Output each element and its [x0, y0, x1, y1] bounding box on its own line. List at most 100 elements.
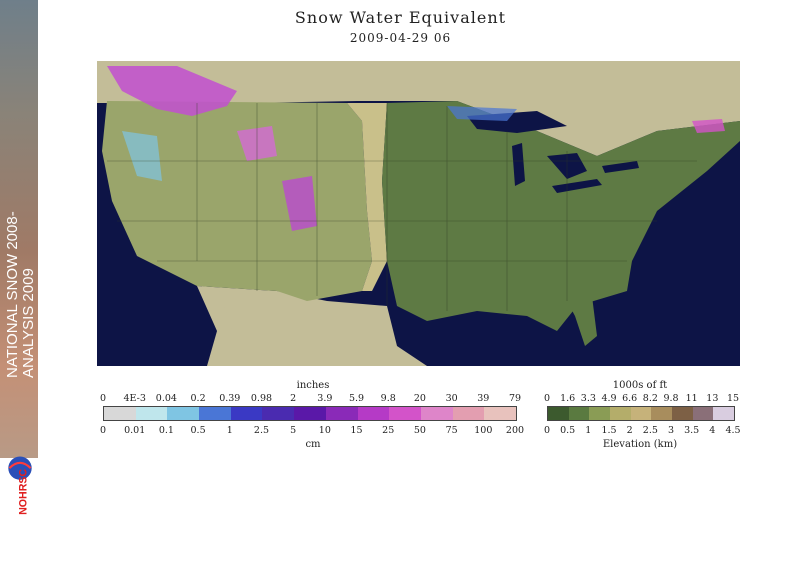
- timestamp: 2009-04-29 06: [349, 31, 452, 45]
- inch-tick: 39: [477, 393, 490, 404]
- elev-swatch: [589, 407, 611, 420]
- elev-swatch: [568, 407, 590, 420]
- swe-swatch: [389, 407, 421, 420]
- ft-tick: 13: [706, 393, 719, 404]
- swe-swatch: [294, 407, 326, 420]
- km-tick: 2: [626, 425, 633, 436]
- cm-tick: 25: [382, 425, 395, 436]
- cm-tick: 75: [445, 425, 458, 436]
- elev-swatch: [692, 407, 714, 420]
- florida-area: [567, 296, 597, 346]
- elev-legend-top-label: 1000s of ft: [612, 380, 668, 391]
- elev-legend-bottom-label: Elevation (km): [602, 439, 678, 450]
- elev-swatch: [672, 407, 693, 420]
- km-tick: 1: [585, 425, 592, 436]
- snow-new-england: [692, 119, 725, 133]
- swe-legend-bottom-label: cm: [305, 439, 321, 450]
- ft-tick: 15: [726, 393, 740, 404]
- cm-tick: 200: [505, 425, 525, 436]
- cm-tick: 0.1: [158, 425, 174, 436]
- swe-swatch: [452, 407, 485, 420]
- lake-ontario: [602, 161, 639, 173]
- ft-tick: 8.2: [642, 393, 658, 404]
- swe-legend-top-label: inches: [296, 380, 330, 391]
- swe-swatch: [135, 407, 168, 420]
- inch-tick: 3.9: [317, 393, 333, 404]
- swe-swatch: [357, 407, 390, 420]
- sidebar-line1: NATIONAL SNOW 2008-: [4, 211, 21, 378]
- snow-map: [97, 61, 740, 366]
- ft-tick: 1.6: [560, 393, 576, 404]
- inch-tick: 0.98: [250, 393, 273, 404]
- cm-tick: 5: [290, 425, 297, 436]
- km-tick: 3: [667, 425, 675, 436]
- swe-swatch: [199, 407, 231, 420]
- inch-tick: 2: [290, 393, 297, 404]
- elev-km-ticks: 0 0.5 1 1.5 2 2.5 3 3.5 4 4.5: [543, 425, 741, 437]
- cm-tick: 0.01: [124, 425, 146, 436]
- elev-swatch: [548, 407, 569, 420]
- snow-cascades: [122, 131, 162, 181]
- elev-ft-ticks: 0 1.6 3.3 4.9 6.6 8.2 9.8 11 13 15: [543, 393, 739, 405]
- km-tick: 4: [709, 425, 716, 436]
- us-west-area: [102, 101, 372, 301]
- ft-tick: 11: [685, 393, 698, 404]
- km-tick: 0.5: [560, 425, 576, 436]
- km-tick: 1.5: [601, 425, 617, 436]
- inch-tick: 9.8: [380, 393, 396, 404]
- lake-erie: [552, 179, 602, 193]
- inch-tick: 4E-3: [123, 393, 146, 404]
- sidebar-line2: ANALYSIS 2009: [20, 268, 36, 378]
- swe-color-bar: [103, 406, 517, 421]
- lake-michigan: [512, 143, 525, 186]
- ft-tick: 3.3: [580, 393, 596, 404]
- inch-tick: 79: [508, 393, 522, 404]
- mexico-area: [197, 286, 427, 366]
- cm-tick: 0: [99, 425, 107, 436]
- inch-tick: 20: [413, 393, 426, 404]
- cm-tick: 15: [350, 425, 363, 436]
- swe-swatch: [484, 407, 516, 420]
- baja-area: [202, 286, 232, 346]
- swe-cm-ticks: 0 0.01 0.1 0.5 1 2.5 5 10 15 25 50 75 100 200: [99, 425, 524, 437]
- sidebar-vertical-title: NATIONAL SNOW 2008- ANALYSIS 2009: [2, 190, 37, 380]
- elev-color-bar: [547, 406, 735, 421]
- inch-tick: 0.04: [155, 393, 177, 404]
- cm-tick: 0.5: [190, 425, 206, 436]
- snow-northwest: [107, 66, 237, 116]
- elev-swatch: [630, 407, 652, 420]
- swe-swatch: [230, 407, 263, 420]
- elev-swatch: [610, 407, 631, 420]
- km-tick: 0: [543, 425, 551, 436]
- km-tick: 3.5: [684, 425, 700, 436]
- cm-tick: 100: [474, 425, 493, 436]
- swe-swatch: [420, 407, 453, 420]
- chart-title: Snow Water Equivalent: [294, 8, 507, 27]
- snow-colorado: [282, 176, 317, 231]
- elev-swatch: [651, 407, 673, 420]
- cm-tick: 50: [413, 425, 426, 436]
- km-tick: 4.5: [725, 425, 741, 436]
- swe-swatch: [262, 407, 295, 420]
- ft-tick: 0: [543, 393, 551, 404]
- snow-upper-michigan: [447, 106, 517, 121]
- state-boundaries: [107, 103, 697, 311]
- plains-area: [347, 103, 387, 291]
- cm-tick: 2.5: [253, 425, 270, 436]
- nohrsc-logo: NOHRSC: [3, 388, 35, 515]
- swe-swatch: [104, 407, 136, 420]
- swe-swatch: [325, 407, 358, 420]
- cm-tick: 10: [318, 425, 331, 436]
- cm-tick: 1: [226, 425, 233, 436]
- sidebar-banner: NATIONAL SNOW 2008- ANALYSIS 2009 NOHRSC: [0, 0, 38, 515]
- ft-tick: 4.9: [601, 393, 617, 404]
- inch-tick: 30: [445, 393, 458, 404]
- us-east-area: [382, 101, 740, 331]
- ft-tick: 6.6: [622, 393, 638, 404]
- inch-tick: 0: [99, 393, 107, 404]
- km-tick: 2.5: [642, 425, 658, 436]
- elev-swatch: [713, 407, 735, 420]
- logo-text: NOHRSC: [17, 469, 29, 515]
- inch-tick: 0.39: [219, 393, 241, 404]
- inch-tick: 0.2: [190, 393, 206, 404]
